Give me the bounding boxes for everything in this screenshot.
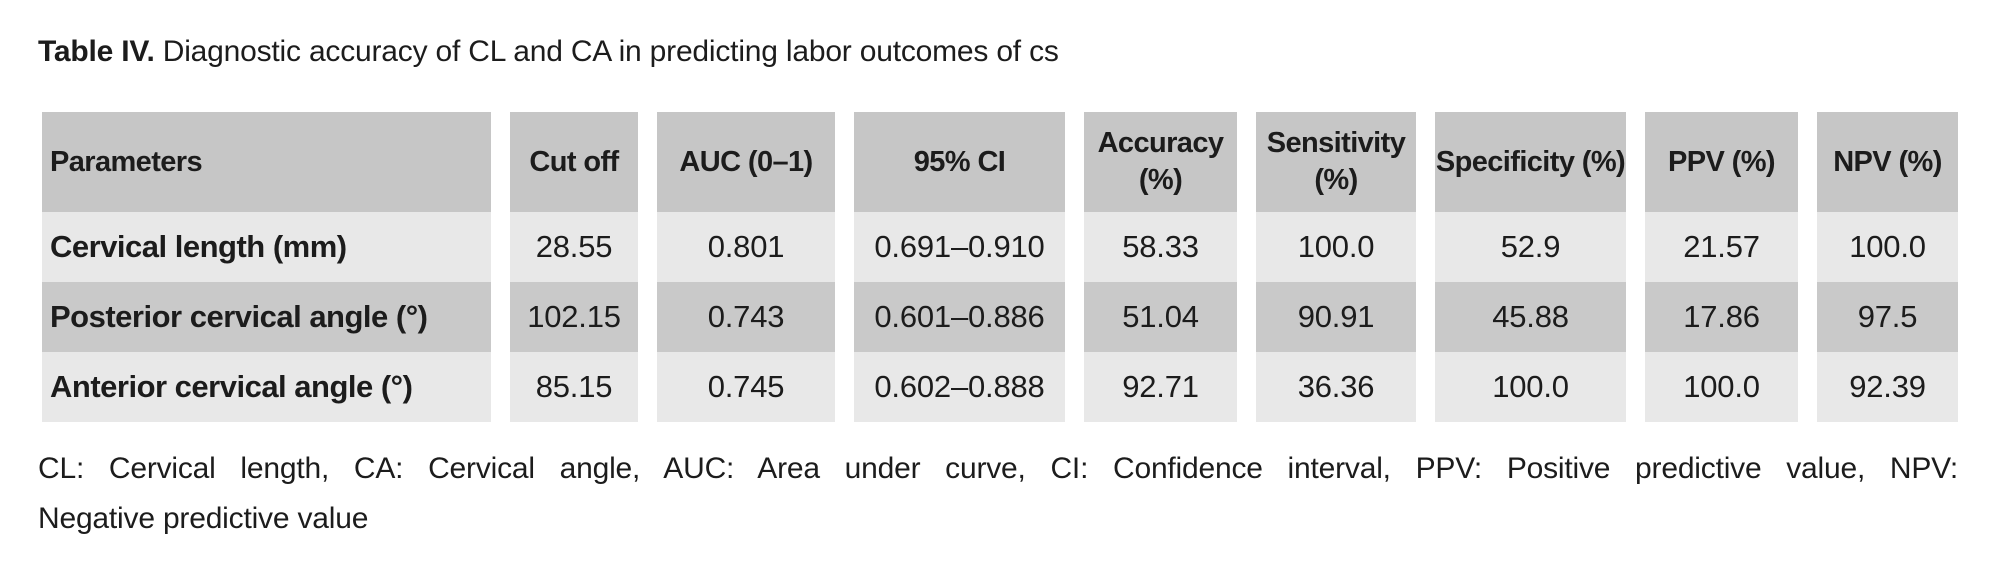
diagnostic-accuracy-table: Parameters Cut off AUC (0–1) 95% CI Accu… (23, 112, 1977, 422)
cell-accuracy: 92.71 (1084, 352, 1237, 422)
cell-cutoff: 28.55 (510, 212, 638, 282)
cell-auc: 0.743 (657, 282, 835, 352)
cell-accuracy: 51.04 (1084, 282, 1237, 352)
cell-npv: 92.39 (1817, 352, 1958, 422)
column-header-npv: NPV (%) (1817, 112, 1958, 212)
cell-parameter: Cervical length (mm) (42, 212, 491, 282)
column-header-accuracy: Accuracy (%) (1084, 112, 1237, 212)
cell-ci: 0.601–0.886 (854, 282, 1065, 352)
cell-parameter: Anterior cervical angle (°) (42, 352, 491, 422)
table-footnote: CL: Cervical length, CA: Cervical angle,… (38, 444, 1958, 544)
column-header-ppv: PPV (%) (1645, 112, 1798, 212)
table-row-anterior-cervical-angle: Anterior cervical angle (°) 85.15 0.745 … (42, 352, 1958, 422)
cell-ppv: 17.86 (1645, 282, 1798, 352)
cell-ci: 0.691–0.910 (854, 212, 1065, 282)
cell-specificity: 45.88 (1435, 282, 1626, 352)
cell-npv: 100.0 (1817, 212, 1958, 282)
footnote-line-1: CL: Cervical length, CA: Cervical angle,… (38, 452, 1958, 485)
table-caption-label: Table IV. (38, 35, 155, 68)
column-header-parameters: Parameters (42, 112, 491, 212)
cell-auc: 0.801 (657, 212, 835, 282)
table-row-posterior-cervical-angle: Posterior cervical angle (°) 102.15 0.74… (42, 282, 1958, 352)
cell-cutoff: 102.15 (510, 282, 638, 352)
cell-cutoff: 85.15 (510, 352, 638, 422)
table-header-row: Parameters Cut off AUC (0–1) 95% CI Accu… (42, 112, 1958, 212)
cell-parameter: Posterior cervical angle (°) (42, 282, 491, 352)
column-header-cutoff: Cut off (510, 112, 638, 212)
cell-sensitivity: 90.91 (1256, 282, 1416, 352)
table-caption-text: Diagnostic accuracy of CL and CA in pred… (162, 35, 1059, 68)
cell-specificity: 52.9 (1435, 212, 1626, 282)
footnote-line-2: Negative predictive value (38, 502, 369, 535)
cell-ppv: 100.0 (1645, 352, 1798, 422)
cell-sensitivity: 36.36 (1256, 352, 1416, 422)
cell-sensitivity: 100.0 (1256, 212, 1416, 282)
table-caption: Table IV. Diagnostic accuracy of CL and … (38, 34, 2000, 70)
cell-npv: 97.5 (1817, 282, 1958, 352)
column-header-sensitivity: Sensitivity (%) (1256, 112, 1416, 212)
cell-auc: 0.745 (657, 352, 835, 422)
cell-specificity: 100.0 (1435, 352, 1626, 422)
cell-ppv: 21.57 (1645, 212, 1798, 282)
column-header-auc: AUC (0–1) (657, 112, 835, 212)
table-row-cervical-length: Cervical length (mm) 28.55 0.801 0.691–0… (42, 212, 1958, 282)
cell-ci: 0.602–0.888 (854, 352, 1065, 422)
column-header-ci: 95% CI (854, 112, 1065, 212)
cell-accuracy: 58.33 (1084, 212, 1237, 282)
column-header-specificity: Specificity (%) (1435, 112, 1626, 212)
